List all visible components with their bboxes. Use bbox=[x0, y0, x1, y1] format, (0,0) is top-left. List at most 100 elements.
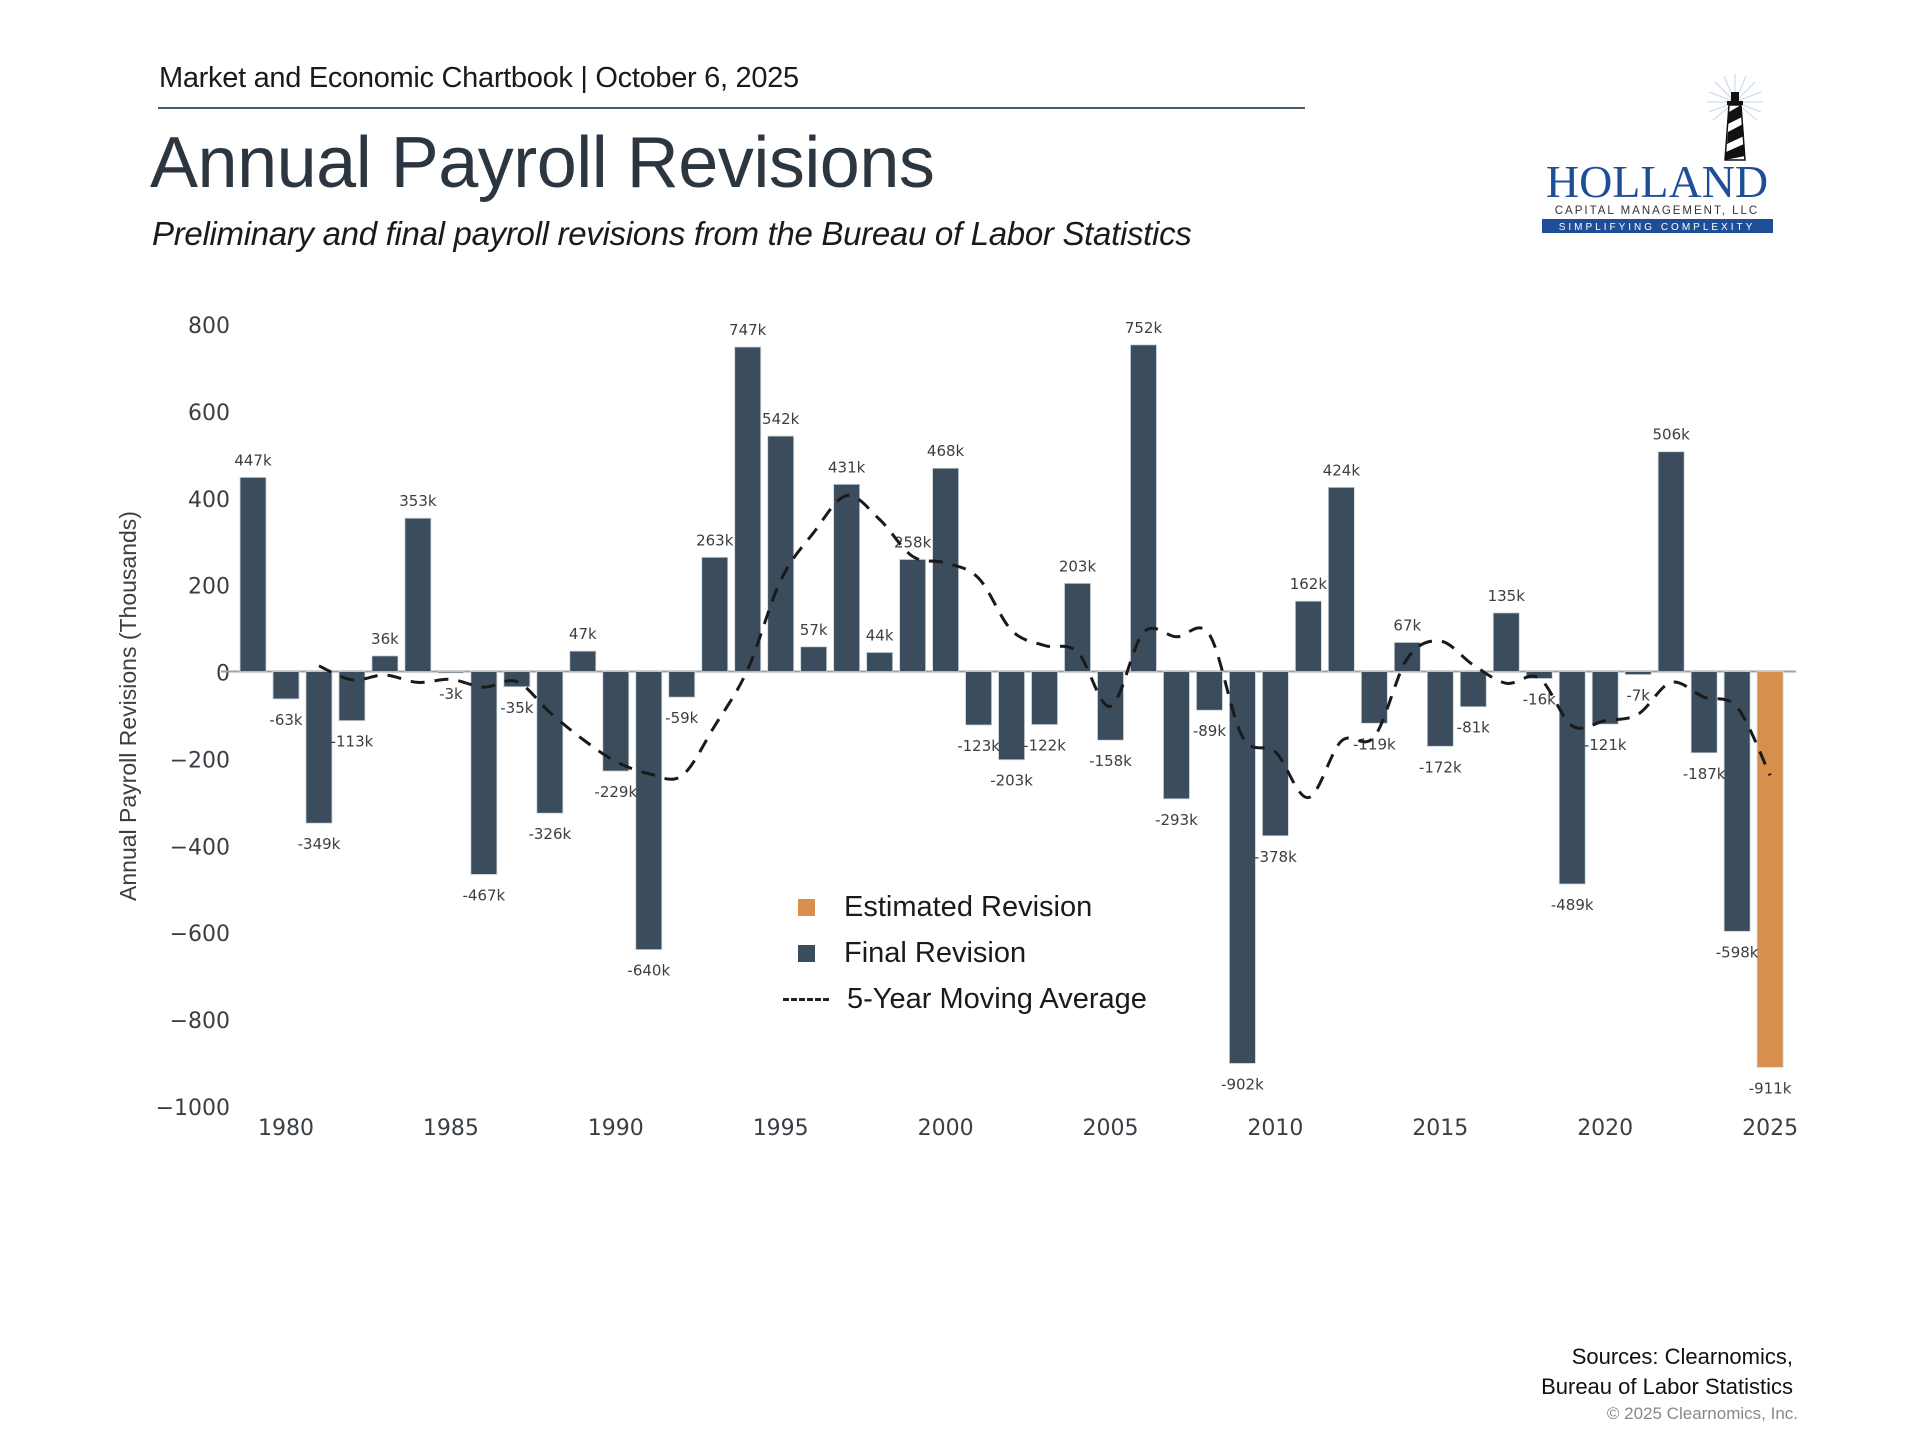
bar-value-label: 36k bbox=[371, 630, 399, 648]
final-revision-bar[interactable] bbox=[866, 652, 894, 672]
y-tick-label: −600 bbox=[170, 922, 230, 947]
bar-value-label: -187k bbox=[1683, 765, 1726, 783]
final-revision-bar[interactable] bbox=[1525, 671, 1553, 679]
bar-value-label: -16k bbox=[1523, 691, 1556, 709]
final-revision-bar[interactable] bbox=[1558, 671, 1586, 885]
x-tick-label: 2000 bbox=[918, 1116, 974, 1141]
bar-value-label: -81k bbox=[1457, 719, 1490, 737]
final-revision-bar[interactable] bbox=[1690, 671, 1718, 754]
bar-value-label: 353k bbox=[399, 492, 437, 510]
final-revision-bar[interactable] bbox=[1294, 600, 1322, 672]
final-revision-bar[interactable] bbox=[1064, 582, 1091, 672]
bar-value-label: 44k bbox=[866, 626, 894, 644]
final-revision-bar[interactable] bbox=[1492, 612, 1520, 672]
bar-value-label: -489k bbox=[1551, 896, 1594, 914]
final-revision-bar[interactable] bbox=[800, 646, 828, 672]
lighthouse-icon: HOLLAND CAPITAL MANAGEMENT, LLC SIMPLIFY… bbox=[1542, 74, 1773, 233]
bar-value-label: -203k bbox=[990, 772, 1033, 790]
x-tick-label: 2015 bbox=[1412, 1116, 1468, 1141]
y-tick-label: −400 bbox=[170, 835, 230, 860]
final-revision-bar[interactable] bbox=[1327, 486, 1355, 672]
bar-value-label: -467k bbox=[463, 886, 506, 904]
final-revision-bar[interactable] bbox=[272, 671, 300, 700]
bar-value-label: 47k bbox=[569, 625, 597, 643]
final-revision-bar[interactable] bbox=[404, 517, 432, 672]
bar-value-label: -293k bbox=[1155, 811, 1198, 829]
final-revision-bar[interactable] bbox=[932, 467, 959, 672]
sources: Sources: Clearnomics, Bureau of Labor St… bbox=[1541, 1342, 1793, 1402]
bar-value-label: 258k bbox=[894, 533, 932, 551]
svg-text:CAPITAL MANAGEMENT, LLC: CAPITAL MANAGEMENT, LLC bbox=[1555, 205, 1759, 217]
bar-value-label: 162k bbox=[1290, 575, 1328, 593]
final-revision-bar[interactable] bbox=[965, 671, 992, 726]
bar-value-label: 424k bbox=[1323, 461, 1361, 479]
x-tick-label: 2025 bbox=[1742, 1116, 1798, 1141]
final-revision-bar[interactable] bbox=[536, 671, 564, 814]
bar-value-label: -7k bbox=[1626, 687, 1650, 705]
final-revision-bar[interactable] bbox=[1591, 671, 1619, 725]
final-revision-bar[interactable] bbox=[1196, 671, 1223, 711]
bar-value-label: -902k bbox=[1221, 1075, 1264, 1093]
bar-value-label: -158k bbox=[1089, 752, 1132, 770]
legend-item-moving-average[interactable]: 5-Year Moving Average bbox=[780, 976, 1147, 1022]
copyright: © 2025 Clearnomics, Inc. bbox=[1606, 1404, 1798, 1423]
final-revision-bar[interactable] bbox=[1031, 671, 1058, 725]
bar-value-label: -598k bbox=[1716, 943, 1759, 961]
final-revision-bar[interactable] bbox=[437, 671, 465, 674]
final-revision-bar[interactable] bbox=[1426, 671, 1454, 747]
x-tick-label: 1985 bbox=[423, 1116, 479, 1141]
final-revision-bar[interactable] bbox=[767, 435, 795, 672]
final-revision-bar[interactable] bbox=[371, 655, 399, 672]
final-revision-bar[interactable] bbox=[899, 559, 927, 672]
svg-text:HOLLAND: HOLLAND bbox=[1546, 156, 1768, 207]
x-tick-label: 2005 bbox=[1083, 1116, 1139, 1141]
chartbook-header: Market and Economic Chartbook | October … bbox=[159, 62, 799, 94]
final-revision-bar[interactable] bbox=[1723, 671, 1751, 932]
final-revision-bar[interactable] bbox=[503, 671, 531, 688]
final-revision-bar[interactable] bbox=[635, 671, 663, 950]
final-revision-bar[interactable] bbox=[1657, 451, 1685, 672]
y-tick-label: −200 bbox=[170, 748, 230, 773]
final-revision-bar[interactable] bbox=[602, 671, 630, 772]
y-axis-title: Annual Payroll Revisions (Thousands) bbox=[115, 511, 141, 901]
legend-item-final[interactable]: Final Revision bbox=[780, 930, 1147, 976]
y-tick-label: 0 bbox=[216, 662, 230, 687]
bar-value-label: 542k bbox=[762, 410, 800, 428]
x-tick-label: 1995 bbox=[753, 1116, 809, 1141]
bar-value-label: -123k bbox=[957, 737, 1000, 755]
y-tick-label: −800 bbox=[170, 1009, 230, 1034]
final-revision-bar[interactable] bbox=[998, 671, 1025, 761]
bar-value-label: -89k bbox=[1193, 722, 1226, 740]
final-revision-bar[interactable] bbox=[569, 650, 597, 672]
moving-average-line bbox=[318, 494, 1772, 800]
final-revision-bar[interactable] bbox=[734, 346, 762, 672]
final-swatch-icon bbox=[798, 944, 815, 962]
final-revision-bar[interactable] bbox=[1229, 671, 1256, 1064]
bar-value-label: 468k bbox=[927, 442, 965, 460]
final-revision-bar[interactable] bbox=[1459, 671, 1487, 708]
bar-value-label: 135k bbox=[1488, 587, 1526, 605]
bar-value-label: 747k bbox=[729, 321, 767, 339]
final-revision-bar[interactable] bbox=[1163, 671, 1190, 800]
bar-value-label: 57k bbox=[800, 621, 828, 639]
final-revision-bar[interactable] bbox=[470, 671, 498, 875]
legend-item-estimated[interactable]: Estimated Revision bbox=[780, 884, 1147, 930]
final-revision-bar[interactable] bbox=[305, 671, 333, 824]
estimated-revision-bar[interactable] bbox=[1756, 671, 1784, 1068]
final-revision-bar[interactable] bbox=[239, 476, 267, 672]
final-revision-bar[interactable] bbox=[1360, 671, 1388, 724]
sources-line-2: Bureau of Labor Statistics bbox=[1541, 1374, 1793, 1399]
final-revision-bar[interactable] bbox=[668, 671, 696, 698]
page-title: Annual Payroll Revisions bbox=[150, 123, 935, 203]
bar-value-label: -63k bbox=[269, 711, 302, 729]
final-revision-bar[interactable] bbox=[833, 483, 861, 672]
legend: Estimated Revision Final Revision 5-Year… bbox=[780, 884, 1147, 1022]
bar-value-label: -121k bbox=[1584, 736, 1627, 754]
final-revision-bar[interactable] bbox=[1624, 671, 1652, 675]
bar-value-label: -911k bbox=[1749, 1079, 1792, 1097]
estimated-swatch-icon bbox=[798, 898, 815, 916]
bar-value-label: -119k bbox=[1353, 735, 1396, 753]
x-tick-label: 1990 bbox=[588, 1116, 644, 1141]
final-revision-bar[interactable] bbox=[701, 556, 729, 672]
final-revision-bar[interactable] bbox=[1130, 344, 1157, 672]
